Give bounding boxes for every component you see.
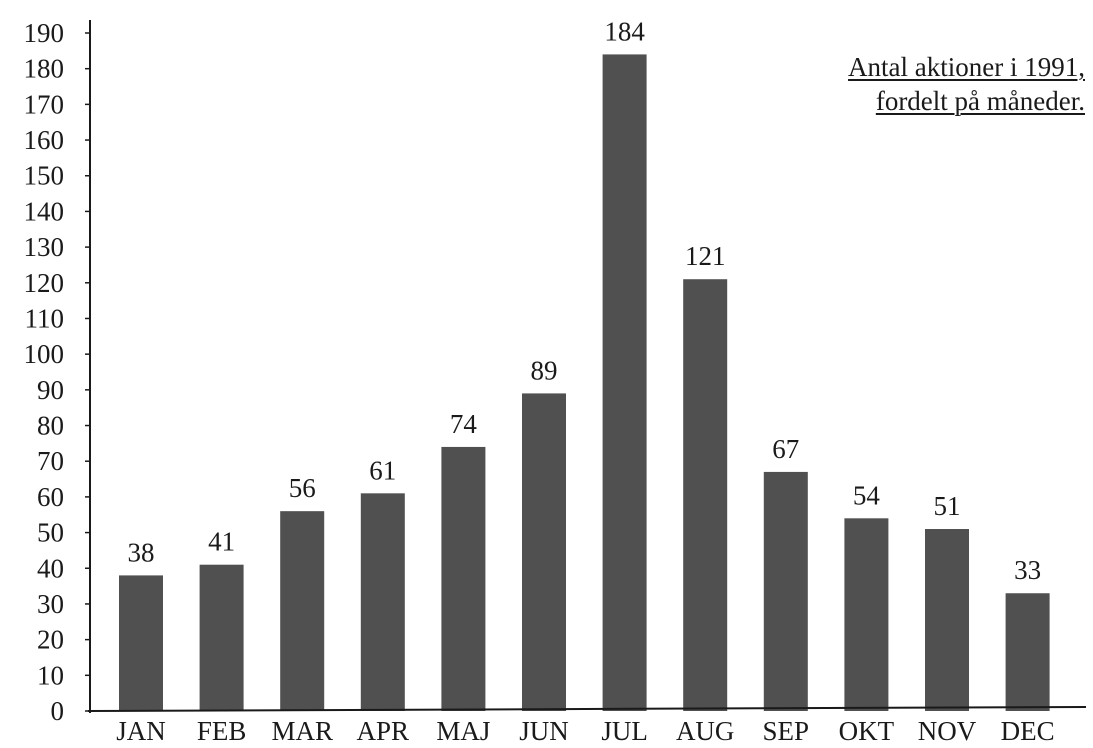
y-tick-label: 80	[37, 411, 64, 441]
y-tick-label: 0	[51, 696, 65, 726]
data-label-jun: 89	[531, 355, 558, 385]
x-tick-label-nov: NOV	[918, 716, 977, 743]
y-tick-label: 50	[37, 518, 64, 548]
bar-mar	[280, 511, 325, 711]
x-tick-label-jan: JAN	[116, 716, 166, 743]
data-label-maj: 74	[450, 409, 478, 439]
y-tick-label: 30	[37, 589, 64, 619]
bar-feb	[199, 564, 244, 711]
chart-title-line-1: Antal aktioner i 1991,	[848, 52, 1085, 82]
y-tick-label: 180	[24, 54, 65, 84]
data-label-jul: 184	[604, 16, 645, 46]
data-label-sep: 67	[772, 434, 799, 464]
data-label-dec: 33	[1014, 555, 1041, 585]
data-label-mar: 56	[289, 473, 316, 503]
bar-sep	[763, 471, 808, 711]
x-tick-label-maj: MAJ	[436, 716, 490, 743]
bar-jun	[522, 393, 566, 711]
y-tick-label: 130	[24, 232, 65, 262]
bar-dec	[1005, 593, 1050, 711]
y-tick-label: 10	[37, 660, 64, 690]
x-tick-label-dec: DEC	[1001, 716, 1055, 743]
bar-apr	[360, 493, 405, 711]
bar-maj	[441, 446, 486, 711]
x-axis-line	[87, 706, 1087, 712]
y-tick-label: 140	[24, 196, 65, 226]
y-tick-label: 170	[24, 89, 65, 119]
bar-okt	[844, 518, 889, 711]
y-tick-label: 90	[37, 375, 64, 405]
bar-nov	[925, 529, 969, 711]
y-tick-label: 100	[24, 339, 65, 369]
bar-aug	[683, 279, 728, 711]
y-tick-label: 150	[24, 161, 65, 191]
bar-series	[119, 54, 1050, 712]
bar-jul	[602, 54, 647, 712]
data-labels: 38 41 56 61 74 89 184 121 67 54 51 33	[128, 16, 1042, 585]
y-tick-label: 160	[24, 125, 65, 155]
y-axis-ticks: 0 10 20 30 40 50 60 70 80 90 100 110 120 130 140 150 160…	[24, 18, 90, 726]
x-tick-label-jun: JUN	[519, 716, 569, 743]
y-tick-label: 20	[37, 625, 64, 655]
data-label-feb: 41	[208, 527, 235, 557]
x-tick-label-feb: FEB	[197, 716, 247, 743]
y-tick-label: 70	[37, 446, 64, 476]
bar-jan	[119, 575, 163, 711]
y-tick-label: 190	[24, 18, 65, 48]
x-tick-label-apr: APR	[357, 716, 410, 743]
data-label-aug: 121	[685, 241, 726, 271]
x-axis-ticks: JAN FEB MAR APR MAJ JUN JUL AUG SEP OKT NOV DEC	[116, 716, 1055, 746]
data-label-jan: 38	[128, 537, 155, 567]
y-tick-label: 120	[24, 268, 65, 298]
x-tick-label-sep: SEP	[763, 716, 810, 743]
y-tick-label: 40	[37, 553, 64, 583]
y-tick-label: 110	[25, 303, 65, 333]
x-tick-label-aug: AUG	[676, 716, 735, 743]
x-tick-label-mar: MAR	[271, 716, 333, 743]
x-tick-label-okt: OKT	[839, 716, 895, 743]
x-tick-label-jul: JUL	[601, 716, 648, 743]
chart-title-line-2: fordelt på måneder.	[875, 86, 1085, 116]
chart-title: Antal aktioner i 1991, fordelt på månede…	[848, 50, 1085, 118]
y-tick-label: 60	[37, 482, 64, 512]
data-label-nov: 51	[934, 491, 961, 521]
data-label-okt: 54	[853, 480, 881, 510]
data-label-apr: 61	[369, 455, 396, 485]
